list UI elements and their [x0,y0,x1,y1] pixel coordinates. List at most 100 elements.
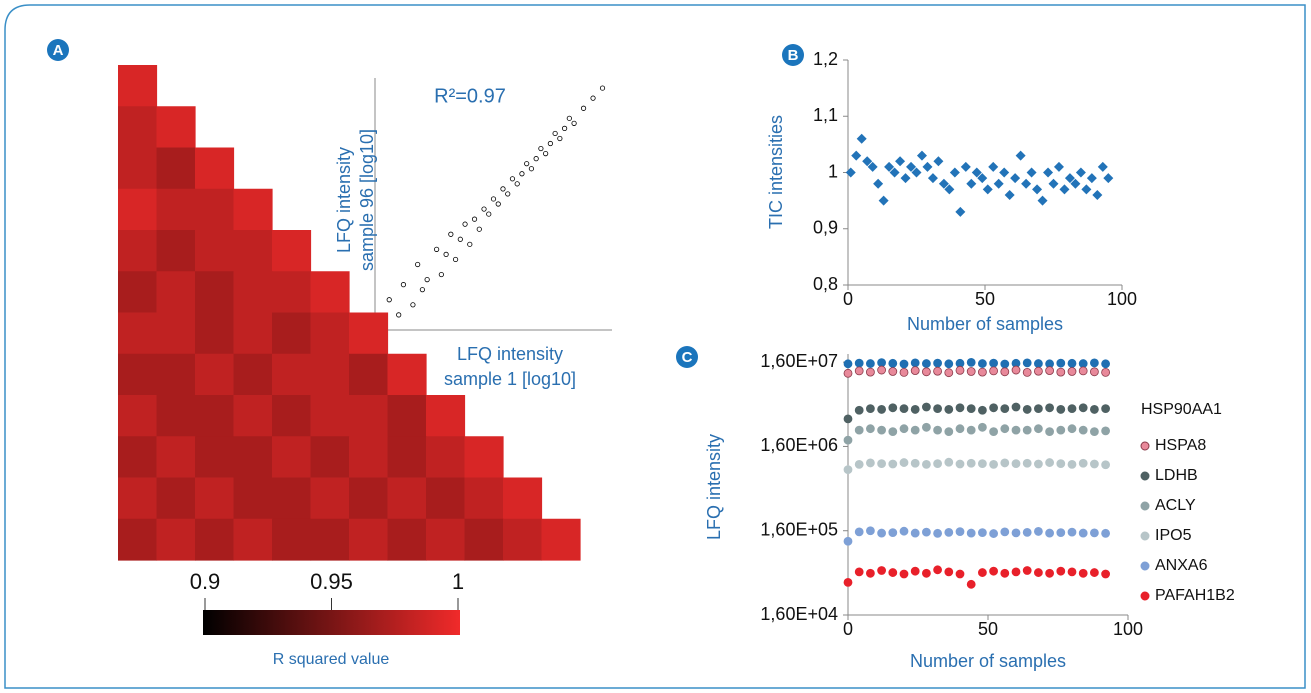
heatmap-cell [503,518,543,561]
data-point [571,120,577,126]
data-point [989,403,998,413]
data-point [854,527,864,537]
data-point [971,167,982,178]
data-point [438,271,444,278]
data-point [1078,425,1088,435]
data-point [386,297,392,303]
data-point [955,459,965,469]
data-point [557,135,563,142]
data-point [1067,459,1077,469]
data-point [910,405,920,414]
data-point [1048,178,1059,189]
data-point [467,241,473,247]
data-point [1056,566,1066,576]
y-tick-label: 0,8 [813,274,838,294]
heatmap-cell [195,477,235,520]
legend-label: HSP90AA1 [1141,401,1222,418]
data-point [877,365,886,375]
data-point [1090,358,1099,368]
heatmap-cell [195,312,235,355]
heatmap-cell [541,518,581,561]
data-point [1045,528,1054,538]
data-point [949,167,960,178]
heatmap-cell [156,436,196,479]
data-point [966,404,976,413]
data-point [843,414,853,424]
data-point [843,536,853,546]
heatmap-cell [118,106,158,149]
heatmap-cell [387,477,427,520]
legend-label: ACLY [1155,497,1196,514]
heatmap-cell [272,436,312,479]
data-point [1078,403,1088,413]
heatmap-cell [118,147,158,190]
data-point [856,133,867,144]
heatmap-cell [118,518,158,561]
data-point [1090,568,1099,577]
y-axis-title: TIC intensities [766,115,786,229]
data-point [899,367,909,377]
data-point [978,367,987,377]
y-tick-label: 1,2 [813,49,838,69]
y-tick-label: 1,60E+05 [760,519,838,539]
data-point [561,125,568,131]
data-point [873,178,884,189]
data-point [989,427,998,437]
data-point [888,367,898,376]
data-point [910,566,920,576]
data-point [982,184,993,195]
data-point [1000,458,1010,468]
heatmap-cell [233,518,273,561]
heatmap-cell [118,230,158,272]
data-point [1011,402,1021,412]
data-point [938,178,949,189]
data-point [955,424,965,434]
data-point [415,261,421,268]
data-point [500,186,506,192]
data-point [543,151,549,157]
data-point [1022,425,1032,435]
x-tick-label: 100 [1107,289,1137,309]
heatmap-cell [387,395,427,437]
data-point [524,161,530,167]
legend-marker [1140,531,1150,541]
data-point [895,156,906,167]
data-point [1067,404,1077,413]
data-point [978,459,987,469]
data-point [457,236,463,242]
data-point [989,459,998,469]
colorbar-label: R squared value [273,651,390,668]
data-point [509,176,516,182]
legend-marker [1140,441,1150,451]
y-axis-title: LFQ intensity [704,434,724,540]
data-point [899,526,909,536]
legend-label: HSPA8 [1155,437,1206,454]
heatmap-cell [156,188,196,231]
data-point [1011,425,1021,435]
data-point [1101,367,1110,377]
data-point [1056,528,1066,537]
data-point [944,368,954,378]
data-point [1034,568,1043,577]
legend-marker [1140,501,1150,511]
data-point [910,528,920,538]
data-point [916,150,927,161]
data-point [888,568,898,577]
y-tick-label: 1,1 [813,105,838,125]
data-point [899,359,909,369]
panel-label: C [682,349,693,366]
data-point [552,130,558,137]
data-point [944,184,955,195]
data-point [910,458,920,468]
heatmap-cell [464,518,504,561]
data-point [911,167,922,178]
heatmap-cell [349,518,389,561]
heatmap-cell [272,477,312,520]
inset-annotation: R²=0.97 [434,85,506,107]
heatmap-cell [426,518,466,561]
data-point [877,358,886,368]
data-point [462,221,468,227]
data-point [1022,358,1032,368]
data-point [1000,568,1010,578]
data-point [866,359,875,368]
